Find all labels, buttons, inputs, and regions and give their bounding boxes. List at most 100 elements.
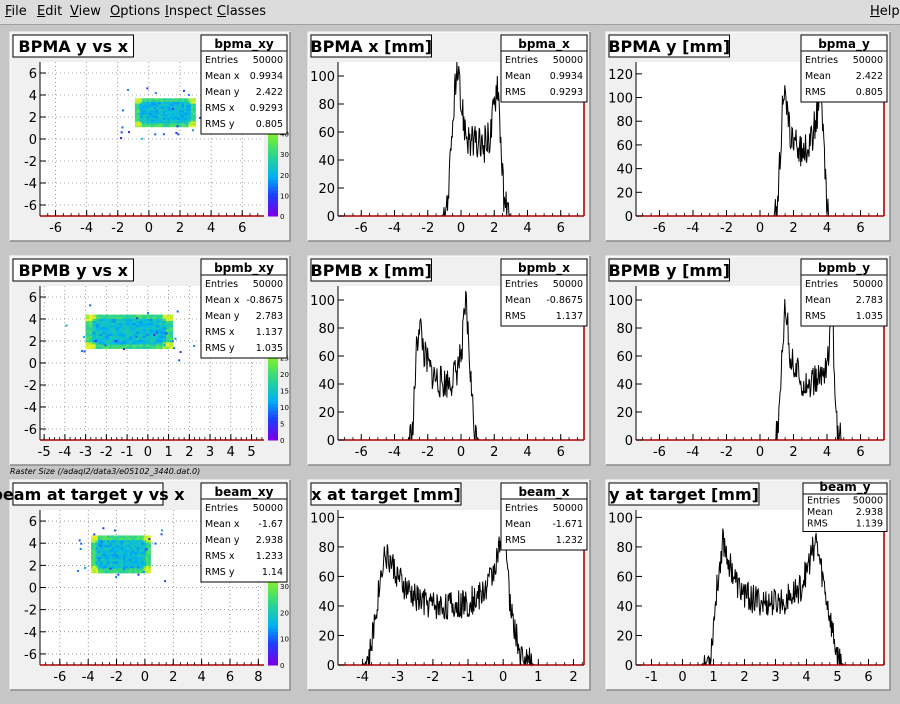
heatmap-cell — [179, 123, 182, 126]
palette-step — [268, 192, 278, 197]
heatmap-cell — [91, 551, 94, 555]
y-tick-label: 100 — [608, 92, 633, 107]
x-tick-label: -1 — [645, 670, 658, 685]
heatmap-cell — [172, 110, 175, 113]
heatmap-point — [175, 131, 178, 134]
heatmap-cell — [139, 323, 143, 326]
heatmap-cell — [179, 114, 182, 117]
heatmap-cell — [139, 109, 143, 112]
heatmap-cell — [93, 554, 96, 557]
heatmap-cell — [93, 556, 96, 560]
heatmap-cell — [95, 338, 100, 341]
heatmap-cell — [142, 335, 147, 339]
y-tick-label: -2 — [24, 604, 37, 619]
heatmap-cell — [193, 125, 196, 128]
pad-bpmb_xy[interactable]: 0510152025-5-4-3-2-1012345-6-4-20246BPMB… — [9, 255, 291, 466]
heatmap-cell — [142, 320, 147, 324]
heatmap-cell — [91, 540, 94, 543]
menu-edit[interactable]: Edit — [37, 4, 63, 19]
menu-inspect[interactable]: Inspect — [165, 4, 213, 19]
x-tick-label: -6 — [49, 221, 62, 236]
heatmap-cell — [91, 561, 94, 564]
heatmap-cell — [115, 342, 120, 345]
heatmap-cell — [107, 544, 110, 548]
heatmap-cell — [136, 570, 140, 574]
heatmap-cell — [92, 333, 96, 337]
heatmap-cell — [167, 125, 171, 128]
menu-view[interactable]: View — [70, 4, 101, 19]
heatmap-cell — [112, 342, 117, 345]
title-box — [12, 258, 134, 282]
heatmap-cell — [99, 346, 103, 349]
heatmap-cell — [135, 335, 140, 339]
heatmap-cell — [104, 544, 108, 548]
heatmap-cell — [162, 112, 166, 115]
heatmap-cell — [139, 570, 142, 574]
heatmap-cell — [141, 554, 145, 557]
heatmap-cell — [134, 117, 138, 121]
heatmap-cell — [109, 551, 112, 555]
heatmap-cell — [179, 125, 182, 128]
heatmap-cell — [109, 344, 113, 347]
heatmap-cell — [155, 318, 160, 322]
heatmap-cell — [97, 556, 101, 560]
heatmap-cell — [132, 329, 137, 332]
heatmap-cell — [148, 556, 151, 560]
heatmap-point — [113, 529, 116, 532]
stat-value: 0.9934 — [550, 71, 583, 82]
heatmap-point — [193, 344, 196, 347]
stat-value: 2.938 — [256, 535, 283, 546]
pad-bevel — [606, 256, 891, 466]
stat-label: Mean — [805, 295, 831, 306]
heatmap-cell — [141, 544, 145, 548]
heatmap-cell — [107, 563, 110, 567]
heatmap-cell — [190, 98, 194, 101]
palette-step — [268, 166, 278, 171]
heatmap-cell — [137, 98, 140, 101]
heatmap-cell — [120, 554, 124, 557]
heatmap-cell — [148, 551, 151, 555]
heatmap-cell — [118, 542, 122, 546]
heatmap-cell — [181, 98, 185, 101]
heatmap-cell — [136, 563, 140, 567]
heatmap-cell — [139, 333, 143, 337]
heatmap-cell — [166, 340, 170, 343]
menu-file[interactable]: File — [5, 4, 27, 19]
heatmap-cell — [145, 331, 150, 335]
palette-step — [268, 156, 278, 161]
menu-help[interactable]: Help — [870, 4, 900, 19]
palette-step — [268, 179, 278, 184]
heatmap-cell — [92, 344, 96, 347]
heatmap-cell — [119, 314, 123, 318]
heatmap-cell — [193, 100, 196, 103]
heatmap-cell — [91, 535, 94, 539]
y-tick-label: 80 — [318, 322, 335, 337]
heatmap-cell — [97, 554, 101, 557]
heatmap-cell — [169, 342, 174, 345]
heatmap-cell — [141, 114, 145, 117]
heatmap-cell — [93, 558, 96, 562]
y-tick-label: 0 — [327, 659, 335, 674]
palette-step — [268, 360, 278, 365]
heatmap-cell — [109, 316, 113, 320]
heatmap-cell — [132, 316, 137, 320]
heatmap-cell — [145, 344, 150, 347]
heatmap-cell — [88, 323, 93, 326]
heatmap-cell — [139, 101, 143, 104]
heatmap-cell — [136, 544, 140, 548]
menu-options[interactable]: Options — [110, 4, 161, 19]
heatmap-cell — [92, 346, 96, 349]
menu-classes[interactable]: Classes — [217, 4, 266, 19]
x-tick-label: 2 — [789, 221, 797, 236]
heatmap-cell — [148, 554, 151, 557]
